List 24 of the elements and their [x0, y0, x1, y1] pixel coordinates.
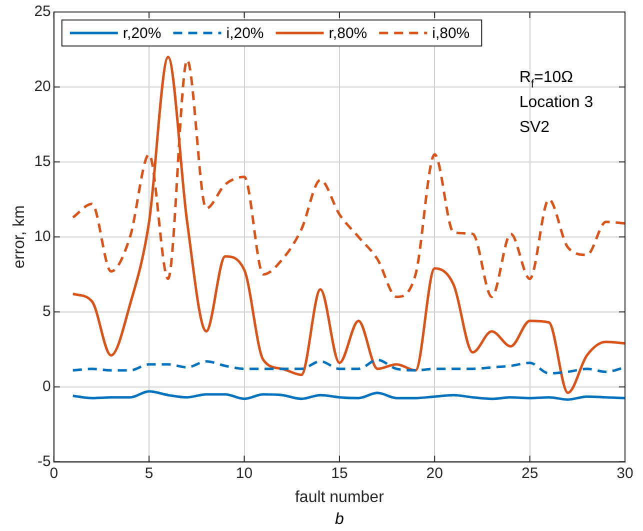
x-tick-label: 20	[426, 464, 443, 482]
x-tick-label: 25	[521, 464, 538, 482]
x-tick-label: 30	[616, 464, 634, 482]
annotation: SV2	[519, 119, 550, 136]
line-series	[72, 56, 625, 394]
y-axis-title: error, km	[11, 205, 28, 268]
legend-label: r,80%	[328, 25, 368, 42]
y-tick-label: 15	[34, 153, 51, 170]
x-axis-title: fault number	[294, 488, 385, 506]
y-tick-label: 10	[34, 228, 51, 246]
y-tick-label: 0	[42, 378, 51, 395]
x-tick-label: 5	[144, 464, 154, 482]
legend-label: i,20%	[226, 25, 264, 42]
y-tick-label: 25	[34, 3, 51, 20]
x-tick-label: 15	[331, 464, 348, 482]
y-tick-label: 5	[42, 303, 51, 320]
legend-label: r,20%	[122, 25, 162, 42]
annotation: Location 3	[519, 94, 594, 111]
y-tick-label: -5	[38, 452, 51, 470]
x-tick-label: 10	[236, 464, 253, 482]
y-tick-label: 20	[34, 78, 51, 96]
line-series	[72, 390, 625, 401]
text: b	[334, 511, 344, 528]
legend-label: i,80%	[432, 25, 470, 42]
